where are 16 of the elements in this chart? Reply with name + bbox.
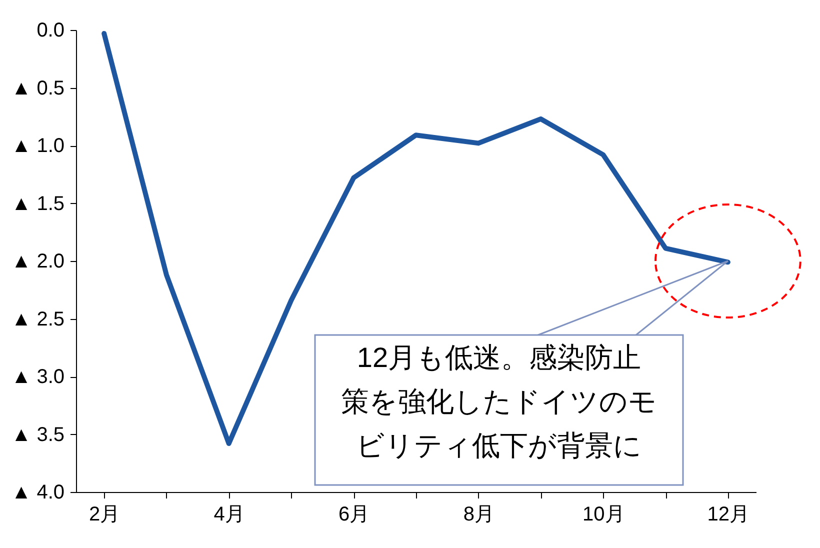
x-tick-label: 8月 <box>463 504 494 526</box>
x-tick-label: 6月 <box>338 504 370 526</box>
x-tick-label: 10月 <box>582 504 625 526</box>
y-tick-label: ▲ 3.5 <box>11 424 64 446</box>
y-tick-label: ▲ 1.5 <box>11 192 64 215</box>
annotation: 12月も低迷。感染防止策を強化したドイツのモビリティ低下が背景に <box>341 342 657 461</box>
y-tick-label: ▲ 0.5 <box>11 77 64 100</box>
y-tick-label: 0.0 <box>36 20 64 42</box>
y-tick-label: ▲ 4.0 <box>11 482 64 504</box>
x-tick-label: 2月 <box>89 504 120 526</box>
y-tick-label: ▲ 1.0 <box>11 135 64 157</box>
x-tick-label: 4月 <box>214 504 245 526</box>
x-tick-label: 12月 <box>707 504 750 526</box>
y-tick-label: ▲ 2.5 <box>11 308 64 330</box>
y-tick-label: ▲ 3.0 <box>11 366 64 388</box>
y-tick-label: ▲ 2.0 <box>11 250 64 272</box>
